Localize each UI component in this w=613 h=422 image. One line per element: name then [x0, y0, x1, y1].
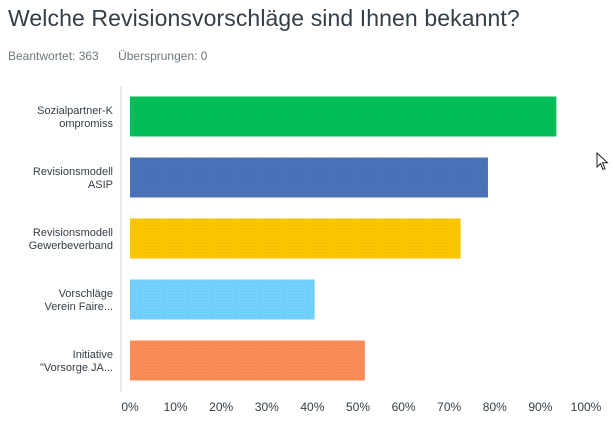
- page-title: Welche Revisionsvorschläge sind Ihnen be…: [8, 5, 520, 31]
- x-tick-label-2: 20%: [209, 400, 233, 414]
- category-label-5: Initiative "Vorsorge JA...: [40, 349, 113, 374]
- x-tick-label-9: 90%: [528, 400, 552, 414]
- x-tick-label-3: 30%: [255, 400, 279, 414]
- response-stats: Beantwortet: 363 Übersprungen: 0: [8, 49, 223, 63]
- bar-texture-1: [130, 96, 557, 137]
- x-tick-label-10: 100%: [571, 400, 602, 414]
- category-label-3: Revisionsmodell Gewerbeverband: [29, 227, 113, 252]
- bar-texture-3: [130, 218, 461, 259]
- x-tick-label-1: 10%: [164, 400, 188, 414]
- category-label-1: Sozialpartner-K ompromiss: [37, 105, 113, 130]
- x-tick-label-6: 60%: [392, 400, 416, 414]
- category-labels: Sozialpartner-K ompromiss Revisionsmodell A…: [29, 105, 114, 374]
- answered-count: Beantwortet: 363: [8, 49, 99, 63]
- bars-layer: [130, 96, 557, 381]
- x-tick-label-5: 50%: [346, 400, 370, 414]
- category-label-2: Revisionsmodell ASIP: [33, 166, 113, 191]
- bar-texture-2: [130, 157, 488, 198]
- category-label-4: Vorschläge Verein Faire...: [45, 288, 113, 313]
- x-axis-ticks: 0% 10% 20% 30% 40% 50% 60% 70% 80% 90% 100%: [121, 400, 601, 414]
- x-tick-label-4: 40%: [300, 400, 324, 414]
- x-tick-label-8: 80%: [483, 400, 507, 414]
- bar-texture-5: [130, 340, 365, 381]
- skipped-count: Übersprungen: 0: [118, 49, 208, 63]
- mouse-pointer-icon: [596, 152, 609, 171]
- bar-texture-4: [130, 279, 315, 320]
- x-tick-label-0: 0%: [121, 400, 139, 414]
- x-tick-label-7: 70%: [437, 400, 461, 414]
